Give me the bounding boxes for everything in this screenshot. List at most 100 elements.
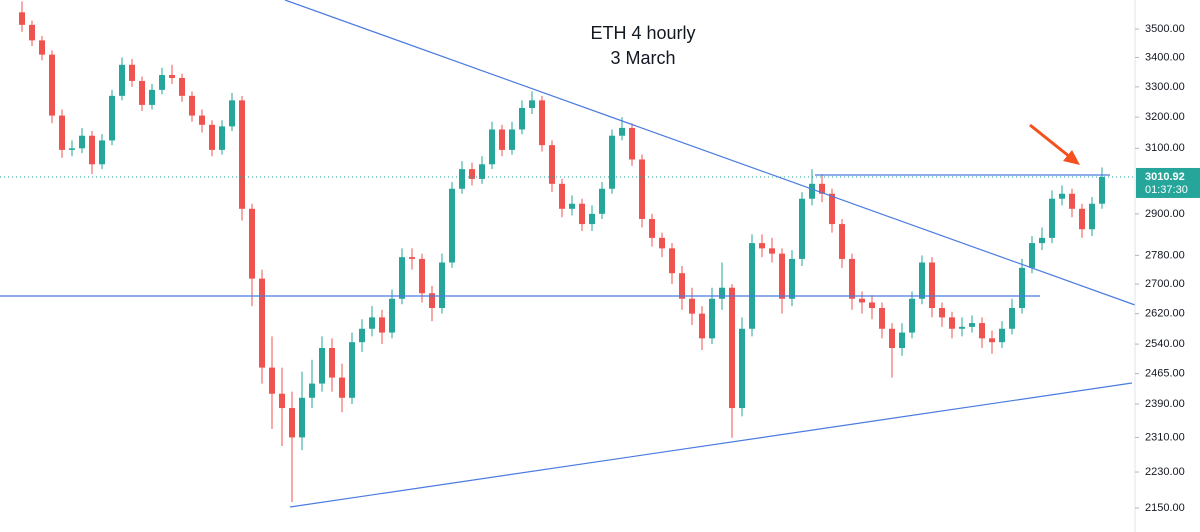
candle-body	[519, 107, 525, 130]
candle-body	[159, 75, 165, 90]
y-tick-label: 3300.00	[1145, 81, 1185, 93]
candle-body	[239, 100, 245, 209]
candle-body	[549, 145, 555, 184]
candle-body	[809, 183, 815, 199]
candle-body	[59, 115, 65, 150]
candle-body	[689, 298, 695, 314]
candle-body	[819, 183, 825, 194]
candle-body	[289, 408, 295, 438]
y-tick-label: 2620.00	[1145, 308, 1185, 320]
candle-body	[599, 188, 605, 214]
candle-body	[279, 393, 285, 409]
candle-body	[919, 262, 925, 299]
y-tick-label: 3500.00	[1145, 23, 1185, 35]
candle-body	[49, 54, 55, 116]
candle-body	[589, 213, 595, 225]
drawings	[0, 0, 1136, 508]
candle-body	[899, 332, 905, 348]
candle-body	[189, 95, 195, 116]
candle-body	[619, 127, 625, 136]
candle-body	[979, 323, 985, 339]
candle-body	[609, 135, 615, 189]
candle-body	[749, 243, 755, 329]
candle-body	[429, 293, 435, 309]
candle-body	[1049, 198, 1055, 238]
y-tick-label: 2900.00	[1145, 208, 1185, 220]
candle-body	[849, 258, 855, 299]
y-tick-label: 2150.00	[1145, 502, 1185, 514]
candle-body	[739, 328, 745, 409]
candle-body	[449, 188, 455, 263]
candle-body	[129, 64, 135, 81]
arrow-shaft	[1029, 123, 1071, 159]
candle-body	[999, 328, 1005, 343]
y-tick-label: 3100.00	[1145, 142, 1185, 154]
last-price-label: 3010.92	[1145, 171, 1185, 183]
candle-body	[389, 298, 395, 333]
y-tick-label: 3200.00	[1145, 111, 1185, 123]
candle-body	[499, 129, 505, 150]
candle-body	[939, 308, 945, 318]
candle-body	[1029, 243, 1035, 268]
candle-body	[479, 164, 485, 179]
candle-body	[19, 12, 25, 25]
chart-subtitle: 3 March	[610, 48, 675, 68]
candle-body	[1039, 237, 1045, 244]
candle-body	[669, 248, 675, 274]
candle-body	[169, 75, 175, 78]
candle-body	[959, 326, 965, 329]
candle-body	[339, 377, 345, 398]
candle-body	[759, 243, 765, 249]
candle-body	[199, 115, 205, 125]
candle-body	[679, 273, 685, 299]
candle-body	[439, 262, 445, 309]
candle-body	[379, 317, 385, 333]
candle-body	[649, 218, 655, 238]
candle-body	[799, 198, 805, 259]
candle-body	[409, 257, 415, 259]
candle-body	[299, 397, 305, 438]
candle-body	[219, 126, 225, 150]
candle-body	[1079, 208, 1085, 230]
candle-body	[319, 347, 325, 384]
descending-trendline	[284, 0, 1136, 306]
ascending-trendline	[289, 382, 1133, 508]
candle-body	[569, 203, 575, 209]
countdown-label: 01:37:30	[1145, 184, 1188, 196]
y-tick-label: 2310.00	[1145, 431, 1185, 443]
candle-body	[839, 224, 845, 259]
candle-body	[1069, 193, 1075, 209]
candle-body	[709, 298, 715, 339]
candle-body	[89, 135, 95, 165]
arrow-head	[1063, 150, 1080, 165]
candle-body	[459, 169, 465, 189]
y-tick-label: 2230.00	[1145, 466, 1185, 478]
candle-body	[469, 169, 475, 179]
y-tick-label: 2700.00	[1145, 278, 1185, 290]
candle-body	[29, 24, 35, 41]
candle-body	[139, 80, 145, 105]
candle-body	[729, 287, 735, 409]
candle-body	[369, 317, 375, 329]
candle-body	[269, 367, 275, 394]
candle-body	[889, 328, 895, 348]
arrow	[1029, 123, 1080, 165]
candle-body	[629, 127, 635, 160]
candle-body	[1089, 203, 1095, 230]
candle-body	[829, 193, 835, 225]
candle-body	[909, 298, 915, 333]
candle-body	[1009, 308, 1015, 329]
candle-body	[419, 258, 425, 294]
candle-body	[699, 313, 705, 339]
candle-body	[779, 253, 785, 299]
y-tick-label: 3400.00	[1145, 51, 1185, 63]
candle-body	[879, 308, 885, 329]
candle-body	[789, 258, 795, 299]
y-tick-label: 2465.00	[1145, 367, 1185, 379]
candle-body	[529, 100, 535, 108]
candle-body	[399, 257, 405, 299]
candle-body	[1019, 267, 1025, 309]
candle-body	[989, 338, 995, 343]
